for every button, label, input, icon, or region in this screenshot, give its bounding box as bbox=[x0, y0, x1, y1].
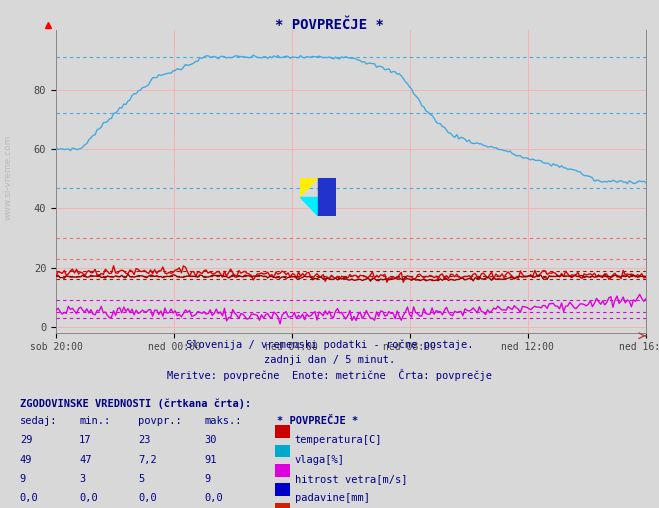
Text: 91: 91 bbox=[204, 455, 217, 465]
Text: 0,0: 0,0 bbox=[20, 493, 38, 503]
Text: 3: 3 bbox=[79, 474, 85, 484]
Text: 9: 9 bbox=[20, 474, 26, 484]
Text: 17: 17 bbox=[79, 435, 92, 446]
Text: Meritve: povprečne  Enote: metrične  Črta: povprečje: Meritve: povprečne Enote: metrične Črta:… bbox=[167, 369, 492, 381]
Text: 47: 47 bbox=[79, 455, 92, 465]
Text: 0,0: 0,0 bbox=[138, 493, 157, 503]
Text: 7,2: 7,2 bbox=[138, 455, 157, 465]
Text: * POVPREČJE *: * POVPREČJE * bbox=[275, 18, 384, 32]
Polygon shape bbox=[300, 197, 318, 216]
Text: 0,0: 0,0 bbox=[204, 493, 223, 503]
Text: 9: 9 bbox=[204, 474, 210, 484]
Text: hitrost vetra[m/s]: hitrost vetra[m/s] bbox=[295, 474, 407, 484]
Text: zadnji dan / 5 minut.: zadnji dan / 5 minut. bbox=[264, 355, 395, 365]
Text: min.:: min.: bbox=[79, 416, 110, 426]
Text: 30: 30 bbox=[204, 435, 217, 446]
Text: 23: 23 bbox=[138, 435, 151, 446]
Polygon shape bbox=[318, 178, 336, 216]
Text: Slovenija / vremenski podatki - ročne postaje.: Slovenija / vremenski podatki - ročne po… bbox=[186, 339, 473, 350]
Text: * POVPREČJE *: * POVPREČJE * bbox=[277, 416, 358, 426]
Text: povpr.:: povpr.: bbox=[138, 416, 182, 426]
Text: 5: 5 bbox=[138, 474, 144, 484]
Text: padavine[mm]: padavine[mm] bbox=[295, 493, 370, 503]
Polygon shape bbox=[300, 178, 318, 197]
Text: maks.:: maks.: bbox=[204, 416, 242, 426]
Text: 49: 49 bbox=[20, 455, 32, 465]
Text: www.si-vreme.com: www.si-vreme.com bbox=[4, 135, 13, 220]
Text: sedaj:: sedaj: bbox=[20, 416, 57, 426]
Text: 0,0: 0,0 bbox=[79, 493, 98, 503]
Text: temperatura[C]: temperatura[C] bbox=[295, 435, 382, 446]
Text: 29: 29 bbox=[20, 435, 32, 446]
Text: ZGODOVINSKE VREDNOSTI (črtkana črta):: ZGODOVINSKE VREDNOSTI (črtkana črta): bbox=[20, 399, 251, 409]
Text: vlaga[%]: vlaga[%] bbox=[295, 455, 345, 465]
